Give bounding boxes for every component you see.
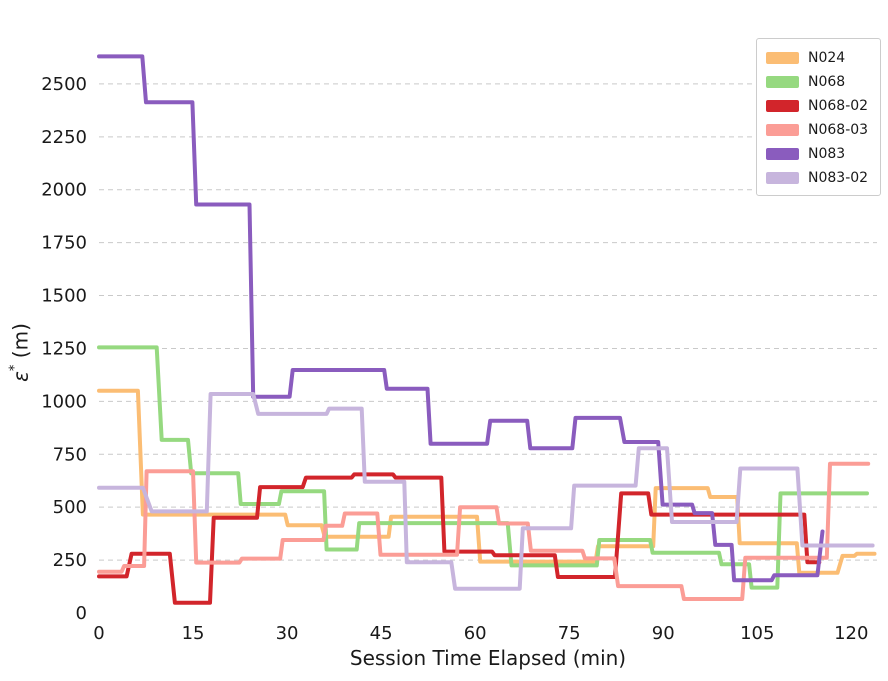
y-tick-label-500: 500 — [53, 497, 87, 518]
x-tick-label-90: 90 — [652, 623, 675, 644]
y-tick-label-1750: 1750 — [41, 233, 87, 254]
y-axis-label-epsilon: ε — [8, 371, 33, 382]
y-axis-label-unit: (m) — [8, 323, 33, 365]
y-tick-label-0: 0 — [76, 603, 87, 624]
y-axis-label: ε* (m) — [8, 273, 33, 433]
legend-swatch-N083-02 — [766, 172, 799, 184]
x-tick-label-30: 30 — [276, 623, 299, 644]
legend-entry-N024: N024 — [766, 46, 870, 70]
x-tick-label-120: 120 — [834, 623, 868, 644]
series-line-N083-02 — [97, 392, 875, 591]
legend-entry-N068: N068 — [766, 70, 870, 94]
y-tick-label-750: 750 — [53, 444, 87, 465]
legend-swatch-N024 — [766, 52, 799, 64]
x-tick-label-60: 60 — [464, 623, 487, 644]
legend-swatch-N068 — [766, 76, 799, 88]
legend-swatch-N068-03 — [766, 124, 799, 136]
x-tick-label-75: 75 — [558, 623, 581, 644]
legend-swatch-N083 — [766, 148, 799, 160]
legend-label-N083: N083 — [808, 146, 846, 162]
legend-entry-N083: N083 — [766, 142, 870, 166]
y-tick-label-2000: 2000 — [41, 180, 87, 201]
legend-label-N024: N024 — [808, 50, 846, 66]
legend-entry-N068-02: N068-02 — [766, 94, 870, 118]
legend-label-N083-02: N083-02 — [808, 170, 869, 186]
legend-label-N068: N068 — [808, 74, 846, 90]
y-axis-label-superscript: * — [7, 364, 23, 372]
legend-label-N068-02: N068-02 — [808, 98, 869, 114]
series-line-N024 — [97, 388, 877, 575]
legend-label-N068-03: N068-03 — [808, 122, 869, 138]
y-tick-label-2250: 2250 — [41, 127, 87, 148]
y-tick-label-250: 250 — [53, 550, 87, 571]
series-line-N068-02 — [97, 472, 822, 605]
x-axis-label: Session Time Elapsed (min) — [349, 646, 627, 670]
x-tick-label-105: 105 — [740, 623, 774, 644]
series-line-N068-03 — [97, 461, 871, 601]
legend: N024 N068 N068-02 N068-03 N083 N083-02 — [756, 38, 881, 196]
legend-swatch-N068-02 — [766, 100, 799, 112]
legend-entry-N083-02: N083-02 — [766, 166, 870, 190]
y-tick-label-1250: 1250 — [41, 338, 87, 359]
y-tick-label-1000: 1000 — [41, 391, 87, 412]
legend-entry-N068-03: N068-03 — [766, 118, 870, 142]
x-tick-label-45: 45 — [370, 623, 393, 644]
y-tick-label-2500: 2500 — [41, 74, 87, 95]
x-tick-label-15: 15 — [182, 623, 205, 644]
series-line-N083 — [97, 54, 825, 583]
y-tick-label-1500: 1500 — [41, 286, 87, 307]
x-tick-label-0: 0 — [93, 623, 104, 644]
